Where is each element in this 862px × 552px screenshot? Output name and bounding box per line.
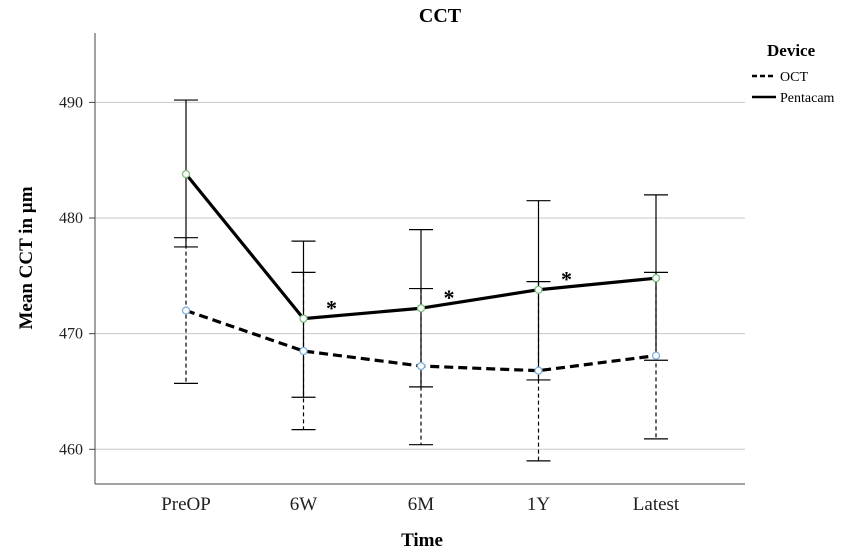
significance-star: * (561, 267, 572, 292)
data-point-oct (181, 306, 191, 315)
data-point-pentacam (299, 314, 308, 323)
error-bars (174, 99, 668, 462)
x-tick-label: 6M (408, 494, 435, 515)
x-axis-title: Time (401, 530, 443, 551)
significance-star: * (444, 285, 455, 310)
chart-title: CCT (419, 5, 462, 27)
x-tick-labels: PreOP 6W 6M 1Y Latest (161, 494, 680, 515)
data-point-oct (416, 361, 426, 371)
y-tick-label: 480 (59, 210, 83, 227)
y-tick-label: 470 (59, 326, 83, 343)
x-tick-label: Latest (633, 494, 680, 515)
legend-label-pentacam: Pentacam (780, 91, 835, 106)
gridlines (95, 101, 745, 450)
legend: Device OCT Pentacam (752, 41, 835, 106)
legend-label-oct: OCT (780, 70, 808, 85)
y-tick-labels: 460 470 480 490 (59, 94, 95, 458)
axes (94, 33, 745, 485)
significance-star: * (326, 296, 337, 321)
y-tick-label: 490 (59, 94, 83, 111)
series-markers (181, 169, 661, 375)
significance-annotations: * * * (326, 267, 572, 321)
data-point-pentacam (534, 285, 543, 294)
data-point-pentacam (181, 169, 191, 179)
y-axis-title: Mean CCT in µm (16, 186, 37, 329)
data-point-pentacam (416, 304, 426, 313)
data-point-oct (651, 351, 661, 360)
data-point-oct (534, 366, 543, 375)
x-tick-label: PreOP (161, 494, 211, 515)
data-point-oct (299, 346, 308, 356)
x-tick-label: 6W (290, 494, 318, 515)
data-point-pentacam (651, 274, 661, 283)
y-tick-label: 460 (59, 441, 83, 458)
x-tick-label: 1Y (527, 494, 551, 515)
legend-title: Device (767, 41, 816, 60)
